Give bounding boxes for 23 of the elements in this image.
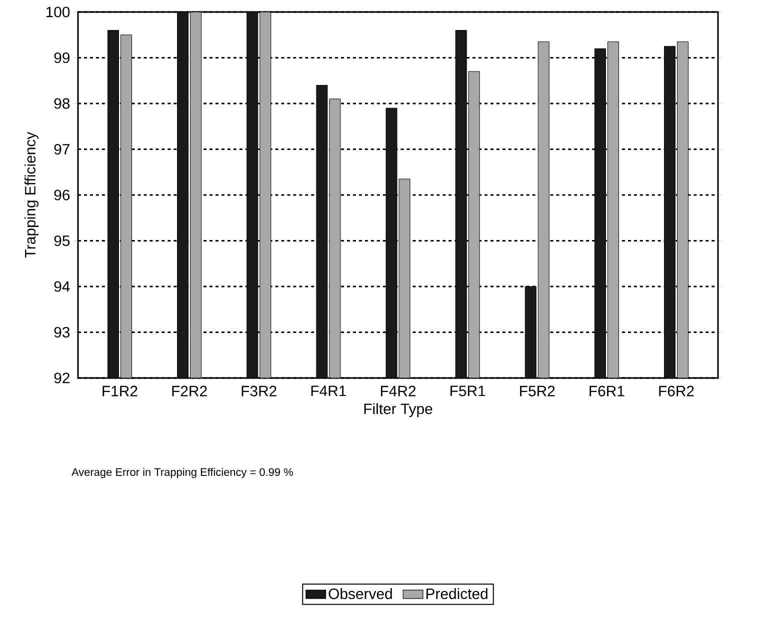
y-tick-label: 100 [46, 6, 70, 18]
x-tick-label: F4R2 [380, 386, 416, 396]
x-axis-title: Filter Type [364, 403, 432, 418]
y-tick-label: 94 [54, 281, 70, 292]
y-tick-label: 96 [54, 190, 70, 200]
y-tick-label: 99 [54, 52, 70, 64]
y-axis-title: Trapping Efficiency [24, 132, 38, 258]
x-tick-label: F4R1 [311, 386, 346, 396]
legend-label: Observed [328, 588, 392, 600]
y-tick-label: 92 [54, 372, 70, 384]
x-tick-label: F5R1 [450, 386, 486, 396]
text: Average Error in Trapping Efficiency = 0.99 % [72, 468, 293, 478]
y-tick-label: 98 [54, 98, 70, 109]
legend-label: Predicted [426, 588, 488, 600]
x-tick-label: F6R1 [590, 386, 624, 396]
x-tick-label: F1R2 [102, 386, 138, 396]
y-tick-label: 93 [54, 326, 70, 338]
x-tick-label: F6R2 [659, 386, 694, 396]
x-tick-label: F3R2 [242, 386, 276, 396]
x-tick-label: F2R2 [172, 386, 207, 396]
x-tick-label: F5R2 [520, 386, 555, 396]
y-tick-label: 95 [54, 235, 70, 246]
y-tick-label: 97 [54, 144, 70, 155]
